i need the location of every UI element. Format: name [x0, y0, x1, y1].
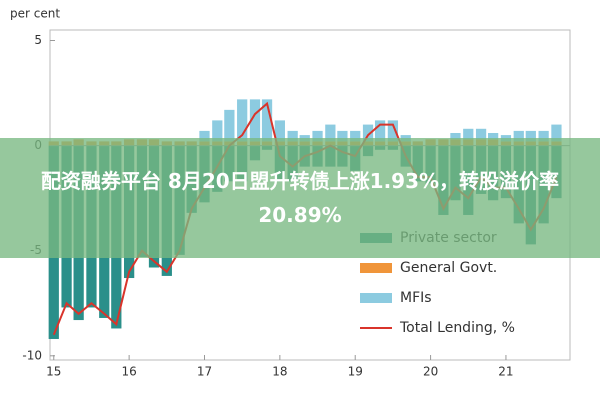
bar — [237, 99, 248, 142]
bar — [312, 130, 323, 142]
bar — [488, 132, 499, 140]
x-tick-label: 19 — [348, 365, 363, 379]
y-tick-label: 5 — [34, 33, 42, 47]
bar — [350, 130, 361, 142]
bar — [212, 120, 223, 142]
bar — [513, 130, 524, 142]
x-tick-label: 18 — [272, 365, 287, 379]
legend-label: General Govt. — [400, 260, 497, 276]
x-tick-label: 21 — [498, 365, 513, 379]
x-tick-label: 16 — [121, 365, 136, 379]
bar — [387, 120, 399, 142]
legend-swatch — [360, 263, 392, 273]
legend-label: MFIs — [400, 290, 432, 306]
bar — [274, 120, 285, 142]
bar — [475, 128, 487, 140]
bar — [224, 109, 235, 142]
bar — [551, 124, 562, 142]
bar — [362, 124, 374, 142]
bar — [463, 128, 474, 140]
legend-label: Total Lending, % — [399, 320, 515, 336]
bar — [325, 124, 336, 142]
bar — [450, 132, 461, 140]
bar — [337, 130, 348, 142]
bar — [199, 130, 210, 142]
y-tick-label: -10 — [22, 348, 42, 362]
bar — [249, 99, 261, 142]
y-axis-label: per cent — [10, 7, 60, 21]
x-tick-label: 17 — [197, 365, 212, 379]
bar — [374, 120, 386, 142]
bar — [287, 130, 298, 142]
banner: 配资融券平台 8月20日盟升转债上涨1.93%，转股溢价率20.89% — [0, 138, 600, 258]
bar — [261, 99, 273, 142]
bar — [538, 130, 549, 142]
x-tick-label: 15 — [46, 365, 61, 379]
legend-swatch — [360, 293, 392, 303]
x-tick-label: 20 — [423, 365, 438, 379]
bar — [525, 130, 536, 142]
banner-text: 配资融券平台 8月20日盟升转债上涨1.93%，转股溢价率20.89% — [40, 169, 560, 227]
